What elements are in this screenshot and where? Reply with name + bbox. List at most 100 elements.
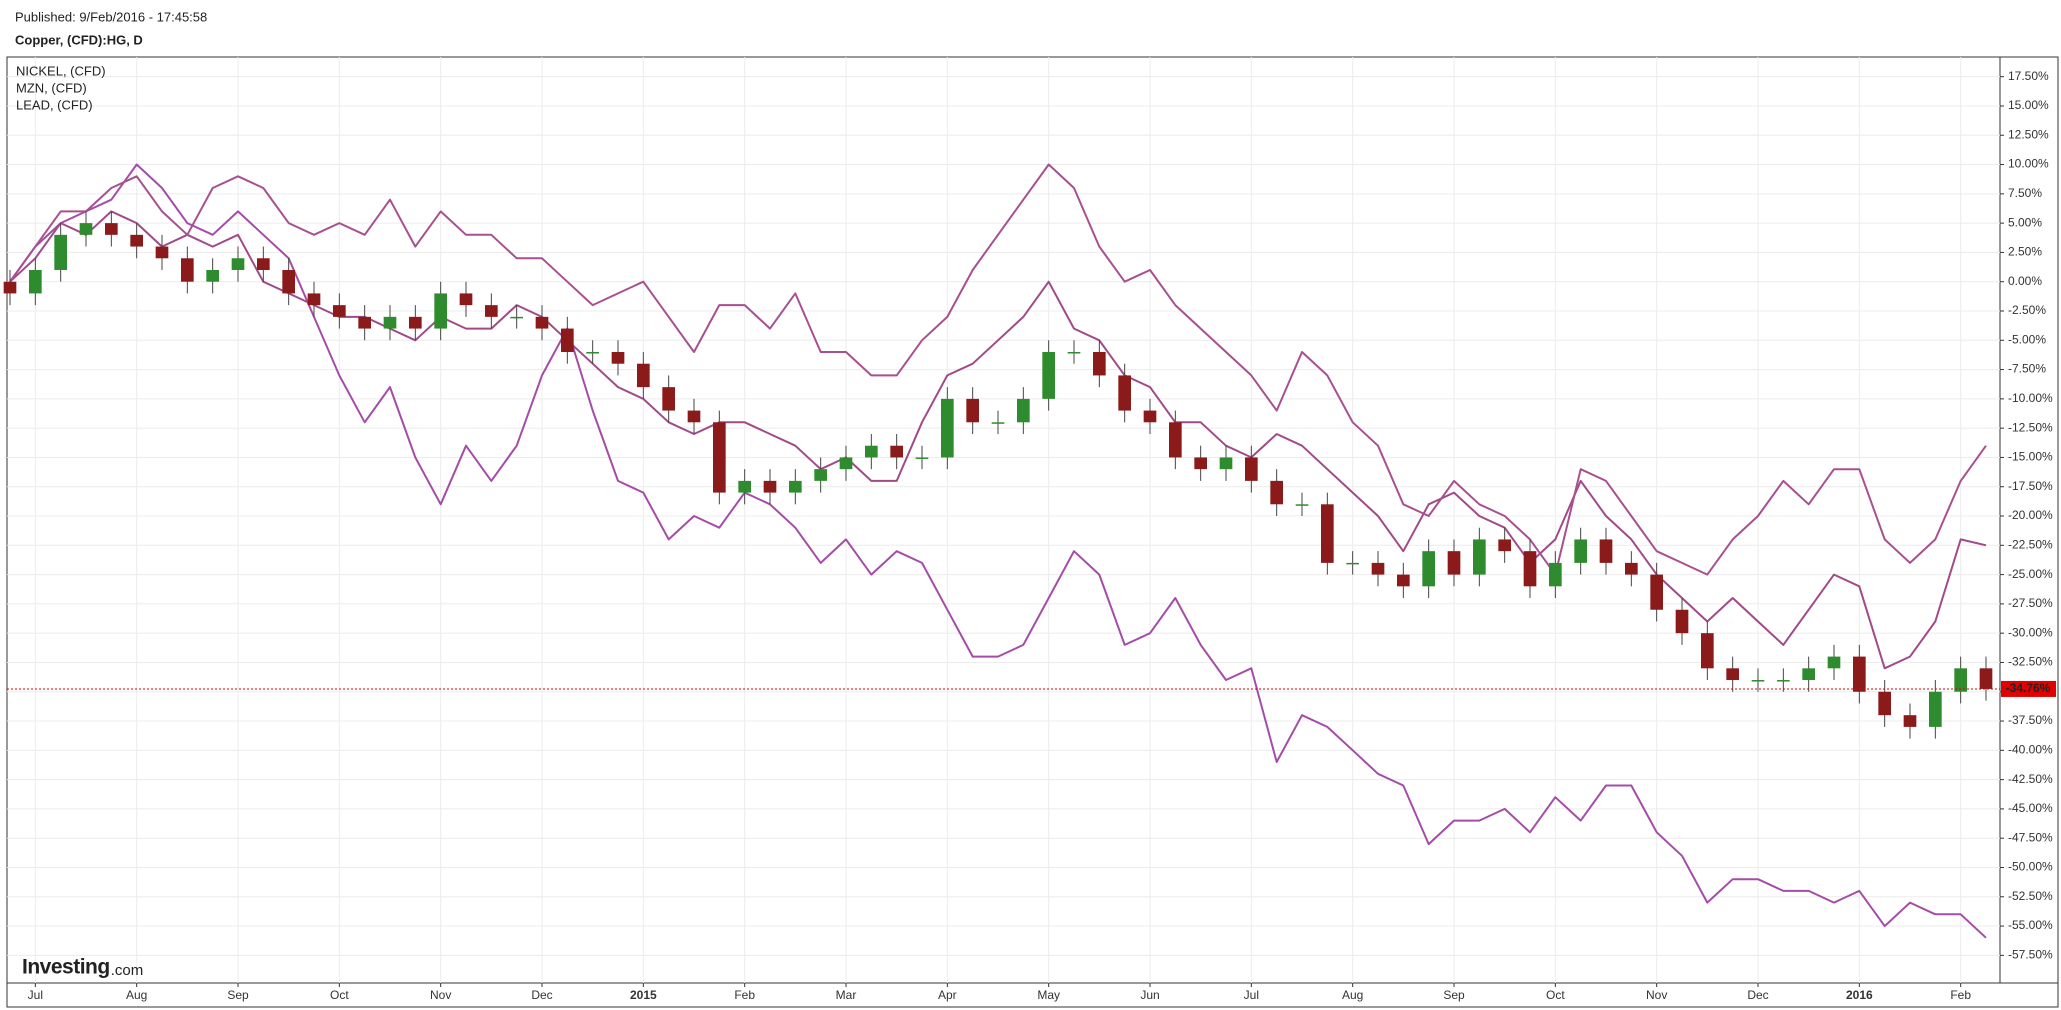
candle-body: [1067, 351, 1081, 354]
y-tick-label: 0.00%: [2008, 274, 2042, 288]
candle-body: [1498, 539, 1511, 552]
candle-body: [1473, 539, 1486, 575]
candle-body: [79, 223, 93, 235]
candle-body: [1954, 668, 1967, 692]
y-tick-label: 7.50%: [2008, 186, 2042, 200]
candle-body: [865, 445, 878, 458]
x-tick-label: Jul: [28, 988, 43, 1002]
y-tick-label: -32.50%: [2008, 655, 2053, 669]
y-tick-label: -10.00%: [2008, 391, 2053, 405]
candle-body: [434, 293, 447, 329]
candle-body: [561, 328, 574, 352]
candle-body: [915, 457, 929, 459]
y-tick-label: -55.00%: [2008, 918, 2053, 932]
candle-body: [257, 258, 270, 270]
y-tick-label: 15.00%: [2008, 98, 2049, 112]
candle-body: [1093, 351, 1106, 376]
candle-body: [1777, 680, 1790, 682]
comparison-line: [9, 210, 1987, 670]
last-price-label: -34.76%: [2006, 681, 2051, 695]
candle-body: [1827, 656, 1841, 669]
y-tick-label: -27.50%: [2008, 596, 2053, 610]
x-tick-label: Aug: [126, 988, 147, 1002]
candle-body: [1270, 480, 1283, 505]
y-tick-label: -42.50%: [2008, 772, 2053, 786]
candle-body: [1447, 551, 1461, 575]
candle-body: [1979, 668, 1993, 689]
y-tick-label: 10.00%: [2008, 157, 2049, 171]
x-tick-label: Jul: [1244, 988, 1259, 1002]
legend-entry: MZN, (CFD): [16, 80, 87, 95]
y-tick-label: -57.50%: [2008, 948, 2053, 962]
x-tick-label: Oct: [330, 988, 349, 1002]
candle-body: [1194, 457, 1207, 470]
candle-body: [1295, 504, 1309, 506]
x-tick-label: Oct: [1546, 988, 1565, 1002]
candle-body: [1726, 668, 1739, 681]
candle-body: [1219, 457, 1233, 470]
y-tick-label: -20.00%: [2008, 508, 2053, 522]
x-tick-label: Aug: [1342, 988, 1363, 1002]
y-tick-label: -5.00%: [2008, 332, 2046, 346]
y-tick-label: 17.50%: [2008, 69, 2049, 83]
candle-body: [1143, 410, 1157, 423]
x-tick-label: Jun: [1140, 988, 1159, 1002]
candle-body: [383, 316, 397, 329]
candle-body: [1017, 398, 1030, 423]
candle-body: [814, 469, 827, 481]
candle-body: [282, 269, 295, 294]
candle-body: [1169, 422, 1182, 458]
candle-body: [181, 258, 194, 282]
candle-body: [1675, 609, 1689, 634]
candle-body: [1853, 656, 1866, 692]
legend-entry: LEAD, (CFD): [16, 97, 93, 112]
candle-body: [763, 480, 777, 493]
candle-body: [1802, 668, 1815, 681]
x-tick-label: Dec: [531, 988, 552, 1002]
candle-body: [1371, 562, 1385, 575]
candle-body: [155, 246, 169, 259]
candle-body: [1625, 562, 1638, 575]
y-tick-label: -17.50%: [2008, 479, 2053, 493]
y-tick-label: -37.50%: [2008, 713, 2053, 727]
candle-body: [1321, 504, 1334, 563]
x-tick-label: Feb: [734, 988, 755, 1002]
candle-body: [29, 269, 42, 294]
candle-body: [105, 223, 118, 235]
logo-suffix: .com: [111, 962, 144, 979]
y-tick-label: -2.50%: [2008, 303, 2046, 317]
candle-body: [1118, 375, 1131, 411]
published-date: Published: 9/Feb/2016 - 17:45:58: [15, 9, 207, 24]
candle-body: [535, 316, 549, 329]
candle-body: [713, 422, 726, 493]
candle-body: [637, 363, 650, 388]
candle-body: [409, 316, 422, 329]
candle-body: [941, 398, 954, 458]
candle-body: [839, 457, 853, 470]
x-tick-label: 2015: [630, 988, 657, 1002]
x-tick-label: Dec: [1747, 988, 1768, 1002]
candle-body: [966, 398, 979, 423]
y-tick-label: -50.00%: [2008, 860, 2053, 874]
candle-body: [54, 234, 67, 270]
candle-body: [459, 293, 473, 306]
candle-body: [1523, 551, 1537, 587]
x-tick-label: Sep: [1443, 988, 1465, 1002]
candle-body: [3, 281, 17, 294]
x-tick-label: Apr: [938, 988, 957, 1002]
candle-body: [1878, 691, 1891, 716]
candle-body: [1701, 633, 1714, 669]
x-tick-label: Mar: [836, 988, 857, 1002]
y-tick-label: -25.00%: [2008, 567, 2053, 581]
candle-body: [1346, 562, 1359, 565]
y-tick-label: -47.50%: [2008, 830, 2053, 844]
comparison-line: [9, 163, 1987, 939]
candle-body: [206, 269, 219, 282]
y-tick-label: -12.50%: [2008, 420, 2053, 434]
candle-body: [1903, 715, 1917, 727]
candle-body: [130, 234, 143, 247]
candle-body: [1245, 457, 1258, 481]
x-tick-label: 2016: [1846, 988, 1873, 1002]
candle-body: [662, 387, 675, 411]
